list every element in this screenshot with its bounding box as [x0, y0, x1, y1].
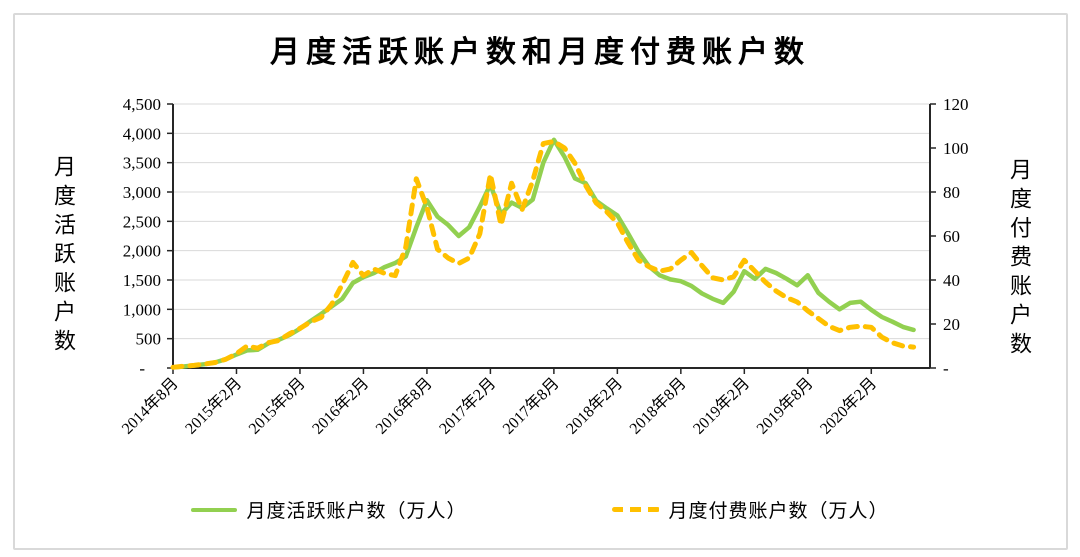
left-axis-tick-label: 1,500: [123, 271, 161, 290]
x-axis-tick-label: 2018年2月: [563, 374, 627, 438]
x-axis-tick-label: 2014年8月: [118, 374, 182, 438]
right-axis-tick-label: 20: [943, 315, 960, 334]
right-axis-title: 月度付费账户数: [1007, 158, 1032, 361]
active-line-swatch-icon: [191, 507, 238, 512]
left-axis-tick-label: 500: [136, 330, 162, 349]
x-axis-tick-label: 2019年2月: [689, 374, 753, 438]
left-axis-tick-label: 1,000: [123, 300, 161, 319]
x-axis-tick-label: 2020年2月: [816, 374, 880, 438]
left-axis-tick-label: 4,000: [123, 124, 161, 143]
left-axis-tick-label: 2,500: [123, 212, 161, 231]
chart-legend: 月度活跃账户数（万人） 月度付费账户数（万人）: [0, 496, 1080, 523]
legend-item-monthly-active: 月度活跃账户数（万人）: [191, 496, 466, 523]
left-axis-title: 月度活跃账户数: [51, 155, 76, 358]
x-axis-tick-label: 2019年8月: [753, 374, 817, 438]
x-axis-tick-label: 2018年8月: [626, 374, 690, 438]
right-axis-tick-label: -: [943, 359, 949, 378]
right-axis-tick-label: 120: [943, 95, 969, 114]
x-axis-tick-label: 2017年8月: [499, 374, 563, 438]
right-axis-tick-label: 80: [943, 183, 960, 202]
x-axis-tick-label: 2016年2月: [309, 374, 373, 438]
left-axis-tick-label: 3,000: [123, 183, 161, 202]
left-axis-tick-label: 2,000: [123, 242, 161, 261]
paid-line-swatch-icon: [611, 507, 660, 512]
legend-item-monthly-paid: 月度付费账户数（万人）: [611, 496, 889, 523]
legend-label-monthly-paid: 月度付费账户数（万人）: [668, 501, 889, 522]
right-axis-tick-label: 60: [943, 227, 960, 246]
x-axis-tick-label: 2016年8月: [372, 374, 436, 438]
right-axis-tick-label: 100: [943, 139, 969, 158]
series-line-monthly-paid: [170, 138, 917, 370]
left-axis-tick-label: 3,500: [123, 154, 161, 173]
x-axis-tick-label: 2015年8月: [245, 374, 309, 438]
x-axis-tick-label: 2015年2月: [182, 374, 246, 438]
x-axis-tick-label: 2017年2月: [436, 374, 500, 438]
legend-label-monthly-active: 月度活跃账户数（万人）: [246, 501, 467, 522]
right-axis-tick-label: 40: [943, 271, 960, 290]
series-line-monthly-active: [170, 137, 916, 370]
chart-title: 月度活跃账户数和月度付费账户数: [270, 36, 810, 69]
left-axis-tick-label: -: [139, 359, 145, 378]
left-axis-tick-label: 4,500: [123, 95, 161, 114]
